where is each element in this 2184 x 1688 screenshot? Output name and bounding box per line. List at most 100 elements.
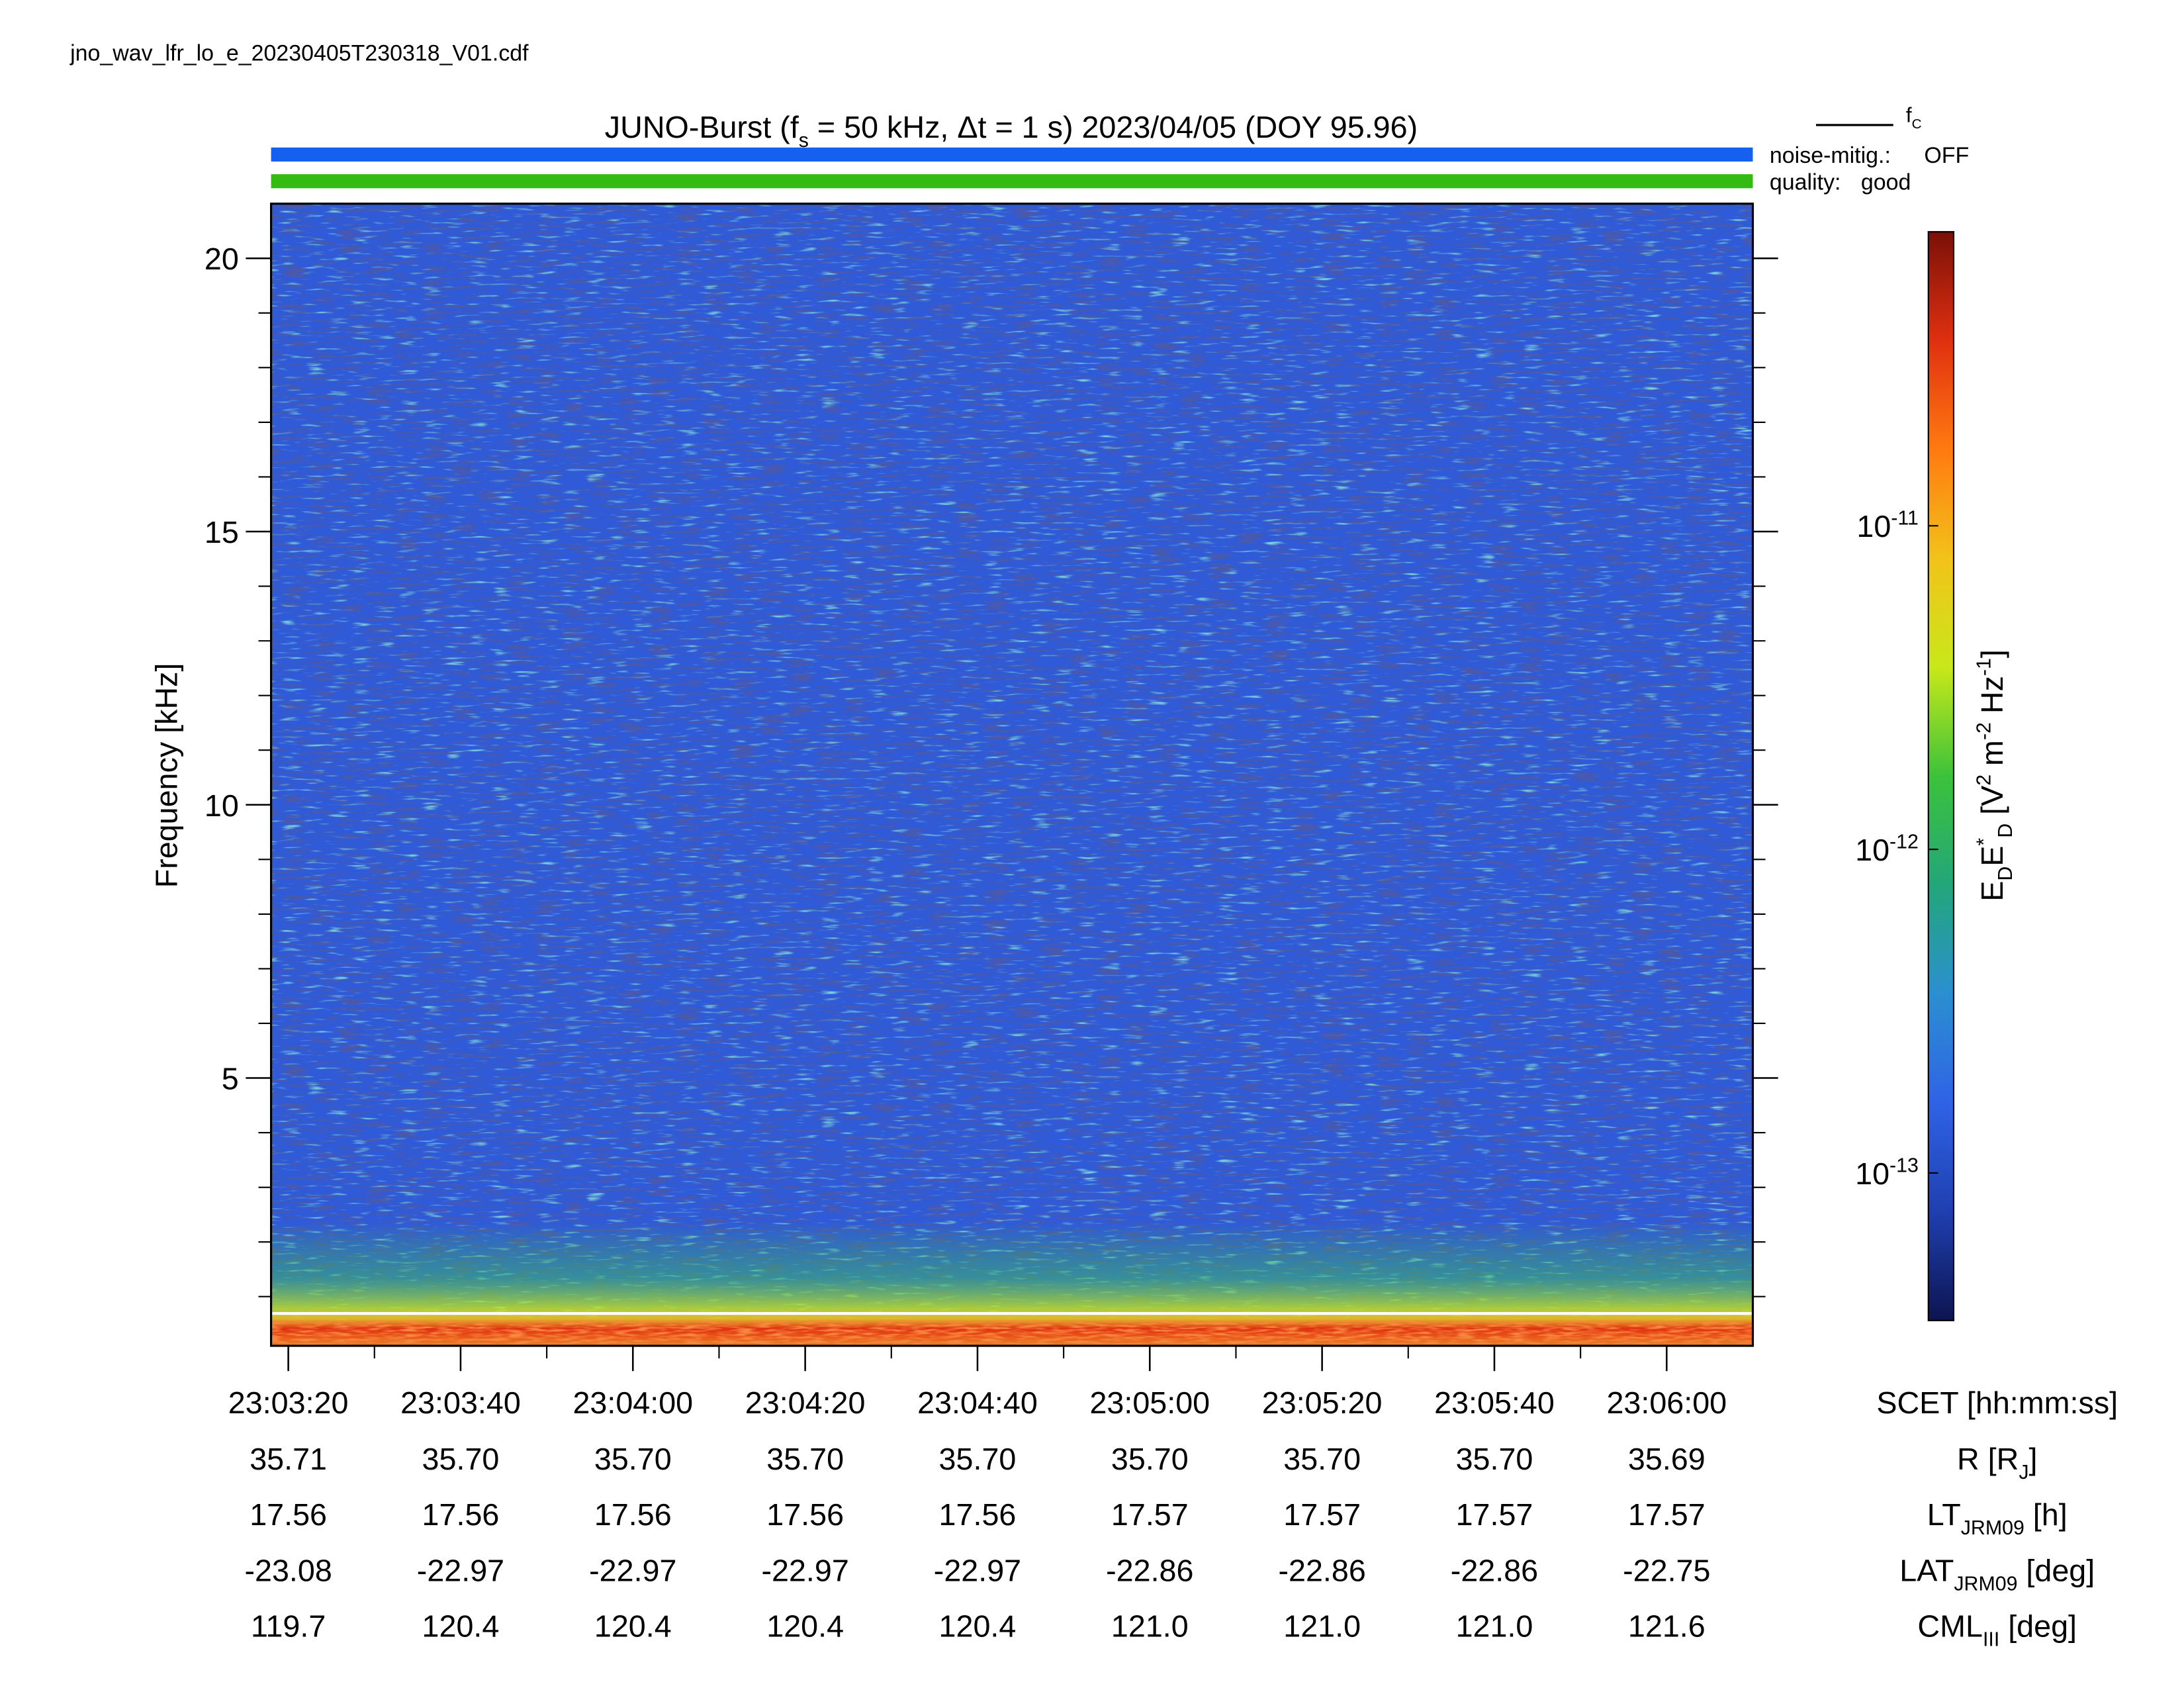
ephemeris-label: CMLIII [deg] [1917, 1609, 2077, 1651]
text-part: JRM09 [1954, 1573, 2017, 1595]
ephemeris-value: -23.08 [244, 1553, 332, 1587]
ephemeris-value: 35.70 [1111, 1442, 1189, 1476]
text-part: III [1983, 1629, 1999, 1651]
text-part: 10 [1856, 509, 1891, 543]
legend-value: good [1861, 169, 1911, 195]
ephemeris-value: -22.86 [1278, 1553, 1365, 1587]
text-part: JRM09 [1961, 1517, 2025, 1539]
text-part: J [2019, 1462, 2028, 1483]
text-part: -12 [1889, 831, 1919, 853]
text-part: -13 [1889, 1154, 1919, 1176]
ephemeris-value: 17.57 [1111, 1497, 1189, 1532]
x-axis-label: SCET [hh:mm:ss] [1876, 1385, 2118, 1420]
x-tick-label: 23:03:40 [400, 1385, 521, 1420]
ephemeris-value: 121.0 [1456, 1609, 1533, 1644]
text-part: R [R [1957, 1442, 2019, 1476]
ephemeris-value: 17.56 [250, 1497, 327, 1532]
ephemeris-value: 120.4 [939, 1609, 1017, 1644]
text-part: -11 [1891, 508, 1919, 530]
ephemeris-value: 120.4 [766, 1609, 844, 1644]
y-axis-label: Frequency [kHz] [149, 663, 183, 888]
ephemeris-value: 119.7 [251, 1609, 326, 1644]
ephemeris-value: -22.86 [1106, 1553, 1193, 1587]
spectrogram [271, 203, 1753, 1346]
text-part: [V [1975, 786, 2009, 823]
text-part: JUNO-Burst (f [605, 110, 799, 144]
text-part: [deg] [1999, 1609, 2077, 1644]
y-tick-label: 15 [205, 515, 239, 549]
text-part: ] [1975, 649, 2009, 658]
text-part: -2 [1974, 722, 1995, 740]
ephemeris-label: LATJRM09 [deg] [1899, 1553, 2095, 1595]
chart: jno_wav_lfr_lo_e_20230405T230318_V01.cdf… [69, 40, 2118, 1650]
x-tick-label: 23:06:00 [1606, 1385, 1727, 1420]
x-tick-label: 23:05:20 [1262, 1385, 1383, 1420]
legend-value: OFF [1924, 143, 1969, 168]
x-tick-label: 23:03:20 [228, 1385, 349, 1420]
text-part: CML [1917, 1609, 1983, 1644]
ephemeris-value: 17.56 [594, 1497, 672, 1532]
ephemeris-value: 17.56 [422, 1497, 500, 1532]
filename: jno_wav_lfr_lo_e_20230405T230318_V01.cdf [69, 40, 529, 66]
ephemeris-value: -22.97 [934, 1553, 1021, 1587]
ephemeris-value: 121.6 [1628, 1609, 1706, 1644]
ephemeris-value: 35.70 [766, 1442, 844, 1476]
text-part: 10 [1855, 833, 1889, 867]
text-part: C [1912, 117, 1922, 132]
spectrogram-texture [271, 203, 1753, 1346]
text-part: [deg] [2017, 1553, 2095, 1587]
status-bar-noise [271, 147, 1753, 162]
ephemeris-value: 121.0 [1283, 1609, 1361, 1644]
x-tick-label: 23:05:00 [1089, 1385, 1210, 1420]
ephemeris-value: 35.70 [594, 1442, 672, 1476]
text-part: ] [2029, 1442, 2038, 1476]
ephemeris-label: R [RJ] [1957, 1442, 2037, 1483]
ephemeris-value: -22.86 [1451, 1553, 1538, 1587]
legend-label: noise-mitig.: [1770, 143, 1891, 168]
colorbar [1927, 231, 1955, 1321]
plot-frame [269, 203, 1754, 1347]
text-part: D [1995, 867, 2017, 881]
ephemeris-value: 120.4 [594, 1609, 672, 1644]
ephemeris-value: -22.97 [761, 1553, 848, 1587]
ephemeris-value: 35.70 [939, 1442, 1017, 1476]
ephemeris-value: 17.56 [939, 1497, 1017, 1532]
x-tick-label: 23:04:20 [745, 1385, 866, 1420]
ephemeris-value: 17.56 [766, 1497, 844, 1532]
text-part: * [1974, 838, 1995, 846]
text-part: LT [1927, 1497, 1961, 1532]
ephemeris-label: LTJRM09 [h] [1927, 1497, 2068, 1539]
colorbar-tick-label: 10-11 [1856, 508, 1919, 544]
ephemeris-value: 17.57 [1628, 1497, 1706, 1532]
status-bar-quality [271, 174, 1753, 189]
legend-label: quality: [1770, 169, 1841, 195]
text-part: -1 [1974, 658, 1995, 676]
ephemeris-value: 121.0 [1111, 1609, 1189, 1644]
y-tick-label: 5 [222, 1062, 239, 1096]
ephemeris-value: 35.70 [1456, 1442, 1533, 1476]
colorbar-tick-label: 10-12 [1855, 831, 1919, 867]
ephemeris-value: 35.70 [1283, 1442, 1361, 1476]
colorbar-label: EDE*D [V2 m-2 Hz-1] [1974, 649, 2017, 902]
text-part: 10 [1855, 1156, 1889, 1191]
text-part: 2 [1974, 774, 1995, 786]
ephemeris-value: 120.4 [422, 1609, 500, 1644]
x-tick-label: 23:05:40 [1434, 1385, 1555, 1420]
text-part: s [799, 130, 809, 152]
ephemeris-value: 35.70 [422, 1442, 500, 1476]
x-tick-label: 23:04:40 [917, 1385, 1038, 1420]
ephemeris-value: -22.75 [1623, 1553, 1710, 1587]
chart-title: JUNO-Burst (fs = 50 kHz, Δt = 1 s) 2023/… [605, 110, 1418, 152]
text-part: LAT [1899, 1553, 1954, 1587]
legend-label: fC [1906, 103, 1922, 132]
y-tick-label: 20 [205, 242, 239, 276]
text-part: E [1975, 881, 2009, 902]
text-part: m [1975, 740, 2009, 774]
text-part: = 50 kHz, Δt = 1 s) 2023/04/05 (DOY 95.9… [809, 110, 1418, 144]
ephemeris-value: -22.97 [589, 1553, 676, 1587]
y-tick-label: 10 [205, 788, 239, 823]
ephemeris-value: 35.71 [250, 1442, 327, 1476]
spectrogram-lowband [271, 1320, 1753, 1346]
text-part: f [1906, 103, 1912, 127]
